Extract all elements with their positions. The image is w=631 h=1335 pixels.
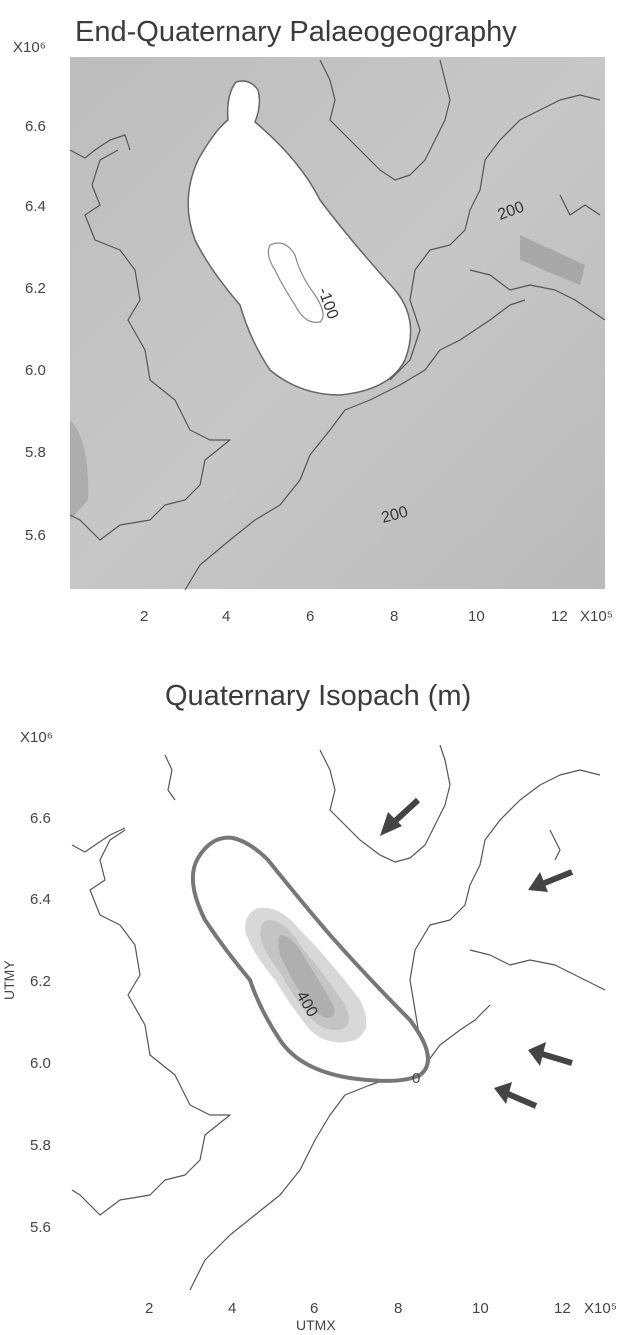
- x-tick: 10: [472, 1300, 489, 1317]
- coastline-scandinavia: [319, 59, 451, 181]
- y-tick: 5.8: [30, 1137, 51, 1154]
- x-tick: 12: [551, 608, 568, 625]
- y-tick: 5.6: [30, 1219, 51, 1236]
- y-tick: 5.8: [25, 444, 46, 461]
- x-tick: 6: [306, 608, 314, 625]
- x-tick: 6: [310, 1300, 318, 1317]
- x-tick: 8: [394, 1300, 402, 1317]
- y-tick: 6.2: [30, 973, 51, 990]
- coastline-uk: [69, 149, 231, 541]
- coastline-scandinavia: [409, 769, 601, 1061]
- panel-title: End-Quaternary Palaeogeography: [75, 16, 517, 48]
- x-axis-ticks: 2 4 6 8 10 12 X10⁵: [145, 1300, 617, 1317]
- ice-flow-arrow: [528, 1042, 573, 1066]
- contour-label: 0: [412, 1070, 420, 1087]
- y-tick: 5.6: [25, 527, 46, 544]
- coastline-scandinavia: [389, 94, 601, 381]
- y-exponent: X10⁶: [13, 39, 46, 56]
- ice-flow-arrow: [380, 797, 421, 836]
- low-area: [70, 420, 89, 520]
- x-tick: 8: [390, 608, 398, 625]
- y-axis-ticks: 6.6 6.4 6.2 6.0 5.8 5.6: [25, 118, 46, 544]
- palaeogeography-panel: End-Quaternary Palaeogeography X10⁶ 200 …: [13, 16, 613, 625]
- coastline-uk: [71, 827, 126, 853]
- y-exponent: X10⁶: [20, 729, 53, 746]
- y-tick: 6.0: [25, 362, 46, 379]
- x-axis-ticks: 2 4 6 8 10 12 X10⁵: [140, 608, 613, 625]
- coastline-baltic: [469, 949, 606, 991]
- coastline-baltic: [469, 269, 606, 321]
- basin-area: [187, 80, 412, 396]
- contour-label: 200: [380, 504, 410, 527]
- y-tick: 6.2: [25, 280, 46, 297]
- coastline-uk: [69, 134, 131, 159]
- y-axis-ticks: 6.6 6.4 6.2 6.0 5.8 5.6: [30, 810, 51, 1236]
- x-tick: 2: [140, 608, 148, 625]
- x-tick: 10: [468, 608, 485, 625]
- coastline-uk: [71, 829, 231, 1216]
- coastline-europe: [184, 299, 526, 591]
- coastline-shetland: [164, 754, 176, 801]
- y-tick: 6.6: [25, 118, 46, 135]
- x-tick: 4: [222, 608, 230, 625]
- low-area: [520, 235, 585, 285]
- coastline-europe: [189, 1004, 491, 1291]
- x-exponent: X10⁵: [580, 608, 613, 625]
- x-tick: 12: [554, 1300, 571, 1317]
- coastline-baltic: [549, 829, 561, 861]
- ice-flow-arrow: [528, 869, 574, 892]
- y-axis-label: UTMY: [1, 960, 17, 1000]
- contour-line: [267, 242, 324, 323]
- y-tick: 6.6: [30, 810, 51, 827]
- y-tick: 6.4: [30, 891, 51, 908]
- isopach-contour: [278, 935, 335, 1018]
- x-axis-label: UTMX: [296, 1317, 336, 1333]
- coastline-scandinavia: [319, 744, 451, 863]
- y-tick: 6.0: [30, 1055, 51, 1072]
- x-tick: 2: [145, 1300, 153, 1317]
- coastline-baltic: [559, 194, 601, 216]
- ice-flow-arrow: [494, 1082, 538, 1109]
- x-tick: 4: [228, 1300, 236, 1317]
- panel-title: Quaternary Isopach (m): [165, 680, 471, 712]
- x-exponent: X10⁵: [584, 1300, 617, 1317]
- y-tick: 6.4: [25, 198, 46, 215]
- isopach-panel: Quaternary Isopach (m) X10⁶ 400 0: [1, 680, 617, 1333]
